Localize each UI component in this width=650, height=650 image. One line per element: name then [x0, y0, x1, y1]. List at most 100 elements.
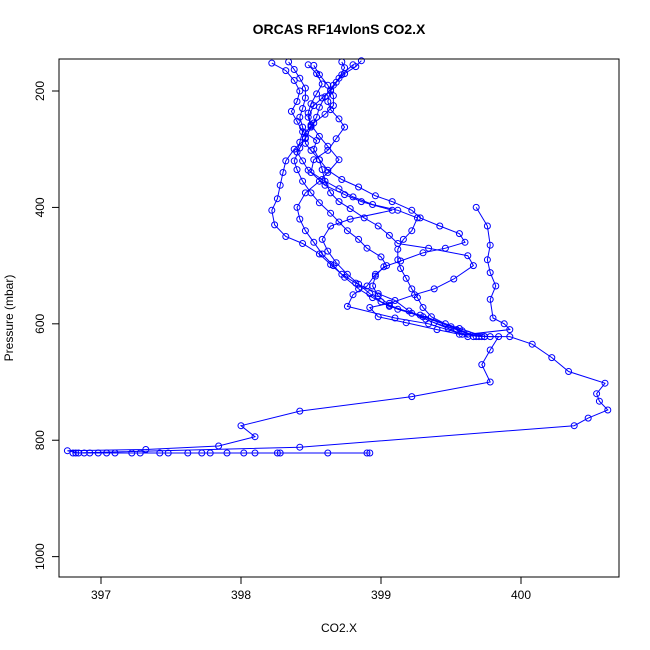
data-point: [506, 326, 514, 334]
plot-frame: [58, 58, 620, 578]
data-point: [315, 156, 323, 164]
data-point: [310, 238, 318, 246]
data-point: [595, 397, 603, 405]
data-point: [296, 443, 304, 451]
data-point: [472, 333, 480, 341]
data-point: [287, 107, 295, 115]
data-point: [282, 67, 290, 75]
data-point: [388, 198, 396, 206]
data-point: [436, 222, 444, 230]
data-point: [408, 393, 416, 401]
data-point: [355, 183, 363, 191]
data-point: [335, 156, 343, 164]
data-point: [349, 61, 357, 69]
data-point: [565, 368, 573, 375]
data-point: [290, 157, 298, 165]
data-point: [315, 199, 323, 207]
data-point: [318, 235, 326, 243]
data-point: [402, 274, 410, 282]
data-point: [441, 320, 449, 328]
data-point: [315, 132, 323, 140]
x-tick-label: 400: [511, 588, 531, 602]
data-point: [318, 250, 326, 258]
data-point: [304, 109, 312, 117]
data-point: [397, 265, 405, 272]
data-point: [464, 252, 472, 260]
x-tick-label: 399: [371, 588, 391, 602]
data-point: [430, 319, 438, 327]
y-tick-label: 400: [33, 197, 47, 217]
data-point: [408, 206, 416, 214]
data-point: [290, 66, 298, 73]
data-series: [72, 449, 371, 457]
data-point: [299, 105, 307, 112]
data-point: [343, 270, 351, 278]
data-point: [293, 98, 301, 105]
data-point: [279, 169, 287, 176]
axes-layer: 397 398 399 400 200 400 600 800 1000: [33, 81, 531, 602]
data-point: [318, 176, 326, 183]
data-point: [332, 259, 340, 267]
data-point: [455, 230, 463, 238]
data-point: [293, 148, 301, 156]
data-point: [296, 215, 304, 223]
data-point: [69, 449, 77, 457]
data-point: [327, 189, 335, 197]
y-tick-label: 1000: [33, 543, 47, 570]
data-point: [335, 115, 343, 123]
data-point: [335, 185, 343, 193]
data-point: [310, 61, 318, 69]
data-point: [374, 290, 382, 298]
data-point: [489, 314, 497, 322]
data-point: [450, 275, 458, 283]
data-point: [343, 302, 351, 310]
data-point: [363, 449, 371, 457]
data-point: [593, 390, 601, 398]
data-point: [570, 422, 578, 430]
data-point: [324, 166, 332, 174]
data-point: [299, 240, 307, 247]
data-point: [301, 94, 309, 102]
data-point: [584, 414, 592, 422]
data-point: [399, 235, 407, 243]
data-point: [341, 64, 349, 72]
data-series: [268, 59, 480, 341]
data-point: [355, 285, 363, 293]
x-axis-label: CO2.X: [321, 621, 357, 635]
data-point: [296, 87, 304, 95]
data-point: [301, 189, 309, 197]
data-point: [301, 227, 309, 235]
data-point: [385, 231, 393, 239]
data-point: [296, 407, 304, 415]
data-point: [313, 90, 321, 98]
data-point: [271, 221, 279, 229]
data-point: [374, 292, 382, 300]
data-point: [321, 181, 329, 189]
data-point: [355, 280, 363, 288]
data-point: [413, 294, 421, 302]
data-point: [273, 195, 281, 203]
data-point: [293, 203, 301, 211]
data-point: [321, 110, 329, 118]
data-point: [335, 198, 343, 206]
data-point: [355, 235, 363, 243]
data-point: [343, 227, 351, 235]
data-point: [483, 222, 491, 230]
data-point: [419, 304, 427, 311]
y-tick-label: 200: [33, 81, 47, 101]
data-point: [299, 128, 307, 136]
data-point: [458, 327, 466, 335]
data-point: [324, 247, 332, 255]
data-point: [366, 290, 374, 298]
data-point: [304, 166, 312, 174]
data-point: [469, 262, 477, 270]
data-point: [299, 177, 307, 185]
data-point: [369, 201, 377, 208]
data-point: [349, 193, 357, 201]
data-point: [296, 138, 304, 146]
data-point: [282, 233, 290, 240]
data-series: [268, 61, 472, 341]
data-point: [427, 313, 435, 321]
data-point: [380, 263, 388, 271]
